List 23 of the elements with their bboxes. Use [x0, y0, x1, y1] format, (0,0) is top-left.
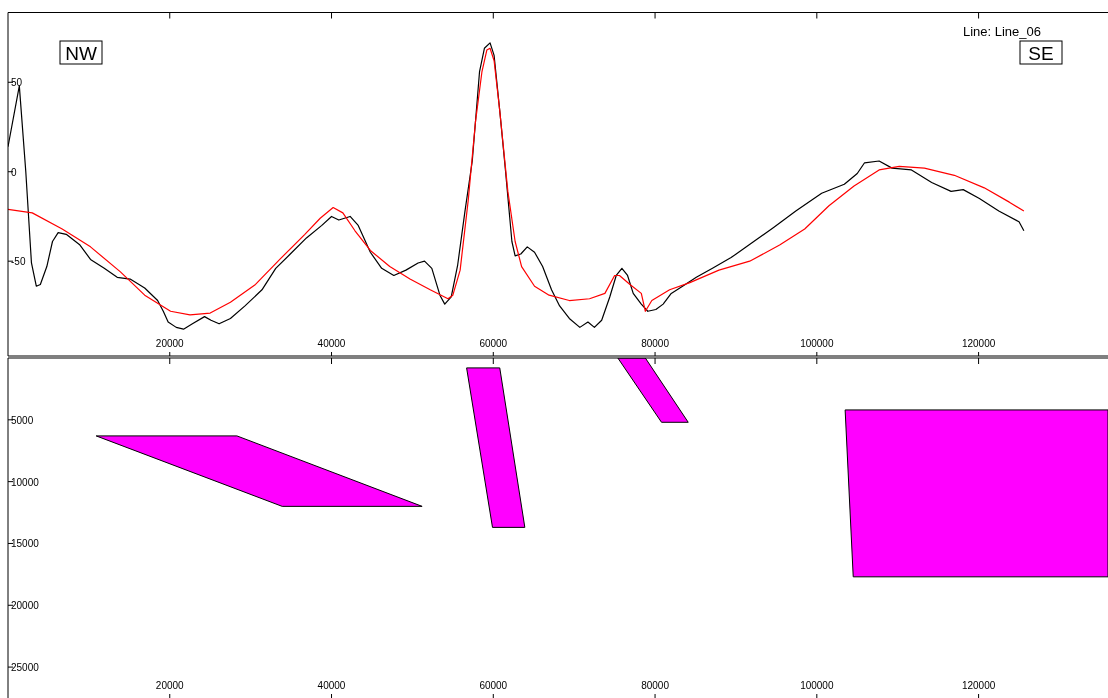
x-tick-label: 100000 [800, 680, 834, 691]
x-tick-label: 80000 [641, 338, 670, 349]
y-tick-label: 20000 [11, 600, 40, 612]
x-tick-label: 120000 [961, 680, 996, 691]
y-tick-label: 15000 [11, 538, 40, 550]
x-tick-label: 40000 [317, 680, 346, 691]
x-tick-label: 20000 [155, 338, 185, 349]
annotation: NW [65, 43, 97, 64]
x-tick-label: 120000 [961, 338, 996, 349]
x-tick-label: 80000 [641, 680, 670, 691]
x-tick-label: 20000 [155, 680, 185, 691]
x-tick-label: 40000 [317, 338, 346, 349]
y-tick-label: 25000 [11, 662, 40, 674]
y-tick-label: -50 [11, 256, 26, 268]
x-tick-label: 60000 [479, 680, 508, 691]
x-tick-label: 60000 [479, 338, 508, 349]
y-tick-label: 10000 [11, 476, 40, 488]
x-tick-label: 100000 [800, 338, 834, 349]
annotation: Line: Line_06 [962, 24, 1041, 39]
y-tick-label: 50 [11, 77, 23, 89]
y-tick-label: 5000 [11, 414, 34, 426]
y-tick-label: 0 [11, 166, 17, 178]
annotation: SE [1028, 43, 1054, 64]
